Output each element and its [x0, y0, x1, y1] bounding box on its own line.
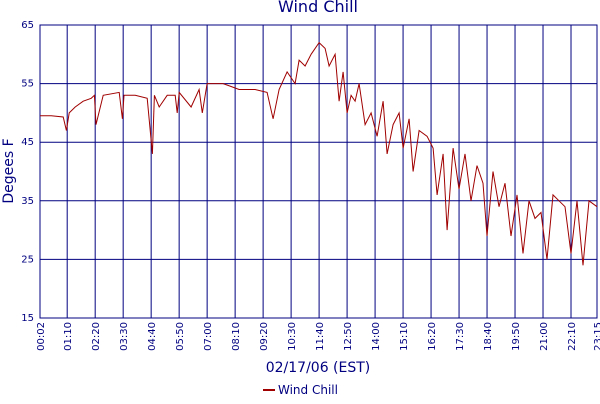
- x-tick-label: 21:00: [539, 322, 550, 351]
- x-tick-label: 03:30: [119, 322, 130, 351]
- x-tick-label: 11:40: [315, 322, 326, 351]
- x-tick-label: 00:02: [36, 322, 47, 351]
- y-tick-label: 25: [21, 254, 34, 265]
- x-tick-label: 09:20: [259, 322, 270, 351]
- x-tick-label: 19:50: [511, 322, 522, 351]
- y-tick-label: 35: [21, 196, 34, 207]
- x-axis-title: 02/17/06 (EST): [266, 360, 371, 376]
- x-tick-label: 18:40: [483, 322, 494, 351]
- x-tick-label: 08:10: [231, 322, 242, 351]
- y-tick-label: 55: [21, 79, 34, 90]
- x-tick-label: 12:50: [343, 322, 354, 351]
- x-tick-label: 02:20: [91, 322, 102, 351]
- y-axis-title: Degees F: [1, 138, 17, 203]
- x-tick-label: 16:20: [427, 322, 438, 351]
- x-tick-label: 23:15: [593, 322, 600, 351]
- legend-label: Wind Chill: [278, 383, 338, 397]
- data-line: [40, 41, 598, 266]
- x-tick-label: 17:30: [455, 322, 466, 351]
- chart-title: Wind Chill: [278, 0, 358, 16]
- plot-frame: [39, 24, 598, 319]
- x-tick-label: 10:30: [287, 322, 298, 351]
- x-tick-label: 05:50: [175, 322, 186, 351]
- y-tick-label: 45: [21, 137, 34, 148]
- y-tick-label: 65: [21, 20, 34, 31]
- x-tick-label: 07:00: [203, 322, 214, 351]
- x-tick-label: 22:10: [567, 322, 578, 351]
- x-tick-label: 04:40: [147, 322, 158, 351]
- y-tick-label: 15: [21, 313, 34, 324]
- x-tick-label: 01:10: [63, 322, 74, 351]
- x-tick-label: 14:00: [371, 322, 382, 351]
- x-tick-label: 15:10: [399, 322, 410, 351]
